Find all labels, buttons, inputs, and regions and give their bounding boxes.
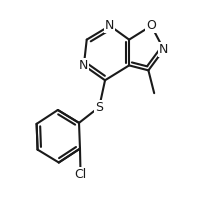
Text: N: N bbox=[105, 19, 114, 32]
Text: Cl: Cl bbox=[74, 168, 87, 181]
Text: S: S bbox=[95, 100, 103, 114]
Text: O: O bbox=[146, 19, 156, 32]
Text: N: N bbox=[79, 59, 89, 72]
Text: N: N bbox=[159, 43, 169, 56]
